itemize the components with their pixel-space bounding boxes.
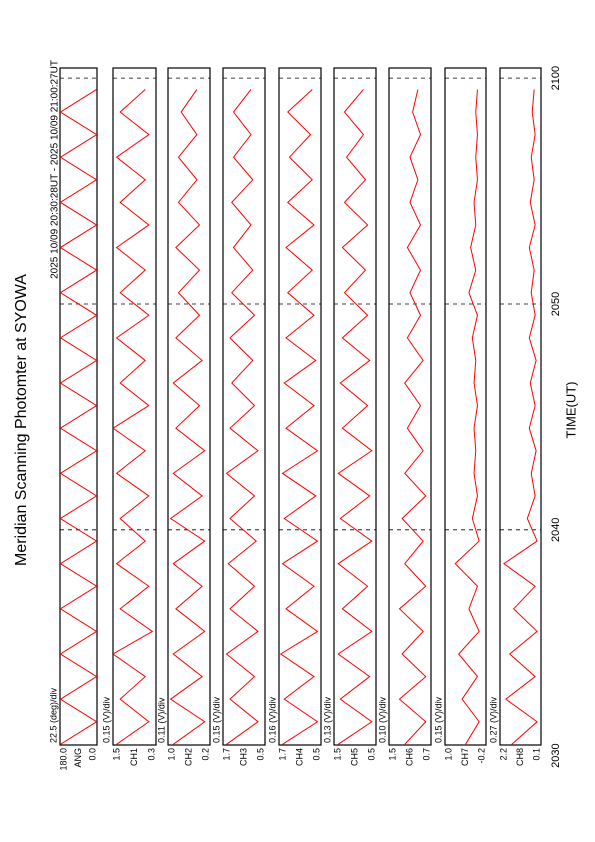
y-tick-label: 0.1 bbox=[531, 748, 541, 761]
panel-frame bbox=[222, 67, 266, 746]
data-line bbox=[454, 89, 480, 745]
scale-label: 0.15 (V)/div bbox=[101, 696, 111, 743]
x-axis-label: TIME(UT) bbox=[563, 381, 578, 438]
channel-label: CH1 bbox=[129, 748, 139, 766]
y-tick-label: 2.2 bbox=[498, 748, 508, 761]
data-line bbox=[503, 89, 538, 745]
scale-label: 0.11 (V)/div bbox=[156, 697, 166, 743]
y-tick-label: 1.7 bbox=[221, 748, 231, 761]
panel-frame bbox=[167, 67, 211, 746]
scale-label: 22.5 (deg)/div bbox=[48, 687, 58, 743]
x-tick-label: 2030 bbox=[550, 743, 562, 767]
panel-frame bbox=[444, 67, 487, 746]
y-tick-label: 0.0 bbox=[87, 748, 97, 761]
data-line bbox=[225, 89, 259, 745]
y-tick-label: 1.7 bbox=[277, 748, 287, 761]
data-line bbox=[337, 89, 373, 745]
data-line bbox=[398, 89, 427, 745]
channel-label: CH8 bbox=[515, 748, 525, 766]
data-line bbox=[169, 89, 206, 745]
panel-frame bbox=[499, 67, 542, 746]
y-tick-label: 1.5 bbox=[387, 748, 397, 761]
x-tick-label: 2040 bbox=[550, 518, 562, 542]
y-tick-label: 0.5 bbox=[366, 748, 376, 761]
y-tick-label: 180.0 bbox=[58, 748, 68, 771]
scale-label: 0.16 (V)/div bbox=[267, 696, 277, 743]
scale-label: 0.13 (V)/div bbox=[322, 696, 332, 743]
channel-label: CH3 bbox=[238, 748, 248, 766]
data-line bbox=[279, 89, 319, 745]
y-tick-label: 0.2 bbox=[200, 748, 210, 761]
channel-label: CH6 bbox=[404, 748, 414, 766]
scale-label: 0.15 (V)/div bbox=[433, 696, 443, 743]
data-line bbox=[113, 89, 154, 745]
y-tick-label: 1.0 bbox=[443, 748, 453, 761]
x-tick-label: 2100 bbox=[550, 66, 562, 90]
y-tick-label: 1.5 bbox=[332, 748, 342, 761]
y-tick-label: 1.0 bbox=[166, 748, 176, 761]
y-tick-label: 0.3 bbox=[146, 748, 156, 761]
data-line bbox=[60, 89, 97, 745]
panel-frame bbox=[388, 67, 432, 746]
y-tick-label: -0.2 bbox=[476, 748, 486, 764]
panel-frame bbox=[333, 67, 377, 746]
panel-frame bbox=[278, 67, 322, 746]
channel-label: CH7 bbox=[460, 748, 470, 766]
x-tick-label: 2050 bbox=[550, 292, 562, 316]
y-tick-label: 0.5 bbox=[255, 748, 265, 761]
scale-label: 0.27 (V)/div bbox=[488, 696, 498, 743]
chart-title: Meridian Scanning Photomter at SYOWA bbox=[13, 274, 30, 566]
y-tick-label: 0.5 bbox=[311, 748, 321, 761]
chart-subtitle: 2025 10/09 20:30:28UT - 2025 10/09 21:00… bbox=[50, 60, 61, 279]
scale-label: 0.10 (V)/div bbox=[377, 696, 387, 743]
y-tick-label: 0.7 bbox=[421, 748, 431, 761]
channel-label: CH5 bbox=[349, 748, 359, 766]
rotated-chart: Meridian Scanning Photomter at SYOWA 202… bbox=[13, 60, 578, 771]
scale-label: 0.15 (V)/div bbox=[211, 696, 221, 743]
y-tick-label: 1.5 bbox=[111, 748, 121, 761]
channel-label: ANG bbox=[73, 748, 83, 768]
panel-frame bbox=[59, 67, 98, 746]
panel-frame bbox=[112, 67, 157, 746]
channel-label: CH4 bbox=[294, 748, 304, 766]
channel-label: CH2 bbox=[183, 748, 193, 766]
